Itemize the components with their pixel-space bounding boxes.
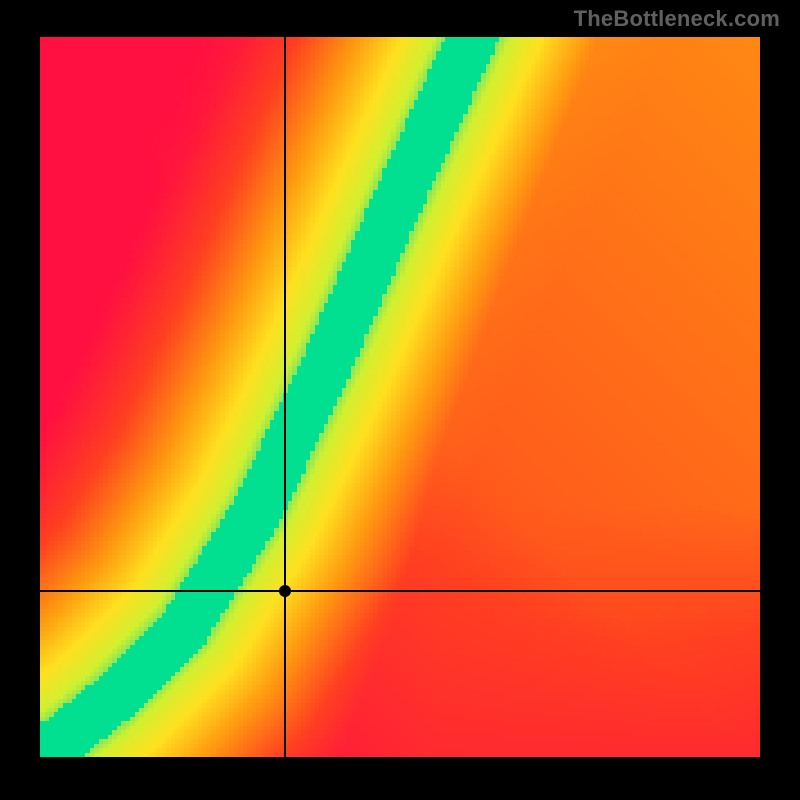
figure-container: TheBottleneck.com: [0, 0, 800, 800]
watermark-text: TheBottleneck.com: [574, 6, 780, 32]
heatmap-canvas: [40, 37, 760, 757]
